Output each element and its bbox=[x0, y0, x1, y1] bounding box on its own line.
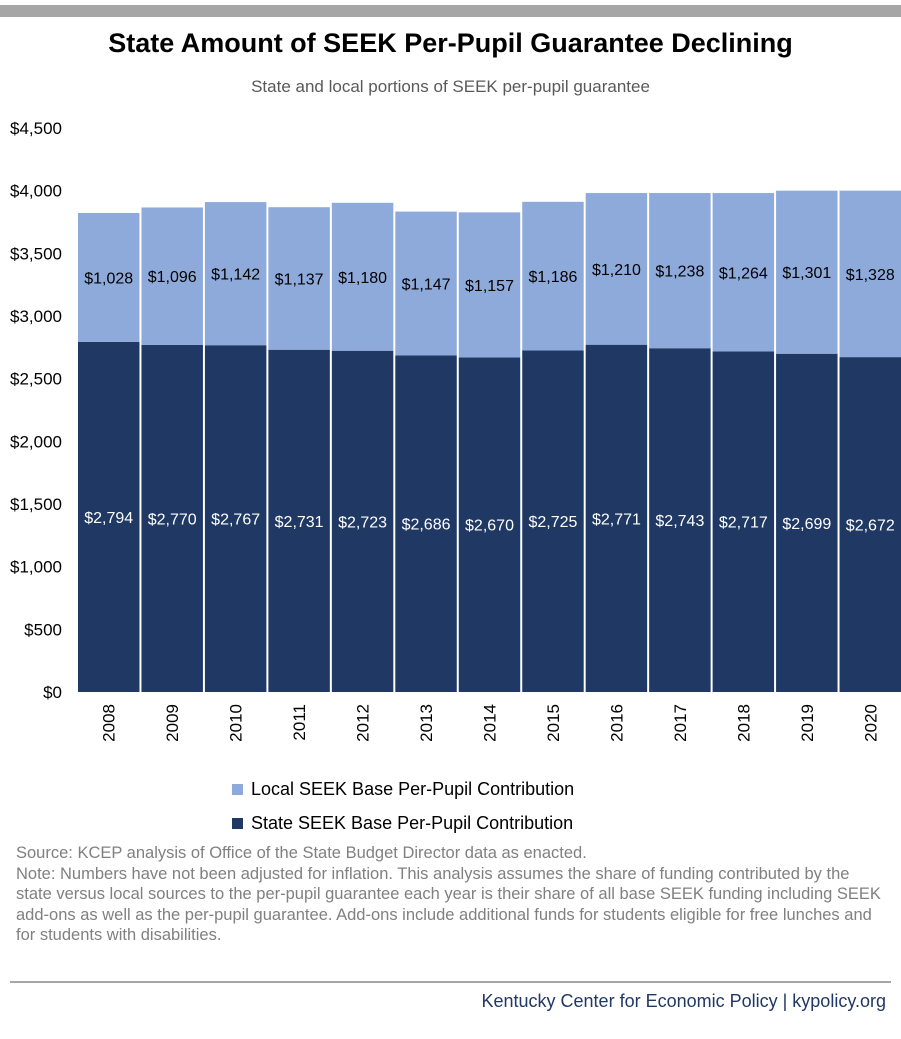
legend-label-local: Local SEEK Base Per-Pupil Contribution bbox=[251, 778, 575, 799]
data-label-local: $1,147 bbox=[402, 276, 451, 293]
y-tick-label: $1,500 bbox=[10, 495, 62, 514]
bar-local bbox=[585, 193, 648, 345]
legend-label-state: State SEEK Base Per-Pupil Contribution bbox=[251, 812, 574, 833]
legend-item-state: State SEEK Base Per-Pupil Contribution bbox=[232, 806, 574, 840]
data-label-state: $2,672 bbox=[846, 518, 895, 535]
bar-local bbox=[395, 211, 457, 356]
y-tick-label: $4,500 bbox=[10, 119, 62, 138]
data-label-local: $1,137 bbox=[275, 271, 324, 288]
data-label-local: $1,028 bbox=[84, 270, 133, 287]
bar-local bbox=[204, 202, 267, 346]
x-tick-label: 2014 bbox=[481, 704, 500, 742]
bar-local bbox=[141, 207, 203, 345]
bar-state bbox=[141, 344, 203, 692]
bar-local bbox=[268, 207, 330, 350]
x-tick-label: 2009 bbox=[163, 704, 182, 742]
data-label-local: $1,186 bbox=[528, 269, 577, 286]
bar-state bbox=[458, 357, 521, 692]
data-label-state: $2,725 bbox=[528, 514, 577, 531]
data-label-local: $1,238 bbox=[655, 264, 704, 281]
bar-local bbox=[776, 190, 838, 354]
legend-swatch-state bbox=[232, 817, 243, 829]
y-tick-label: $0 bbox=[43, 683, 62, 702]
bar-local bbox=[331, 202, 394, 351]
bar-state bbox=[839, 357, 901, 692]
stacked-bar-chart: $0 $500 $1,000 $1,500 $2,000 $2,500 $3,000 $3,5… bbox=[10, 119, 901, 742]
data-label-state: $2,743 bbox=[655, 513, 704, 530]
bar-state bbox=[78, 341, 140, 692]
data-label-state: $2,770 bbox=[148, 511, 197, 528]
bar-local bbox=[649, 193, 711, 349]
y-tick-label: $3,500 bbox=[10, 244, 62, 263]
x-tick-label: 2016 bbox=[607, 704, 626, 742]
bar-state bbox=[268, 349, 330, 692]
data-label-state: $2,699 bbox=[782, 516, 831, 533]
bar-local bbox=[522, 201, 584, 351]
bottom-rule bbox=[10, 981, 891, 983]
legend: Local SEEK Base Per-Pupil Contribution S… bbox=[232, 772, 574, 840]
data-label-local: $1,301 bbox=[782, 265, 831, 282]
bar-state bbox=[585, 344, 648, 692]
data-label-state: $2,717 bbox=[719, 515, 768, 532]
top-rule bbox=[0, 5, 901, 17]
bar-state bbox=[395, 355, 457, 692]
x-tick-label: 2019 bbox=[798, 704, 817, 742]
x-tick-label: 2010 bbox=[227, 704, 246, 742]
x-tick-label: 2020 bbox=[861, 704, 880, 742]
x-tick-label: 2013 bbox=[417, 704, 436, 742]
data-label-local: $1,096 bbox=[148, 269, 197, 286]
data-label-local: $1,328 bbox=[846, 267, 895, 284]
source-text: Source: KCEP analysis of Office of the S… bbox=[16, 844, 587, 862]
y-tick-label: $3,000 bbox=[10, 307, 62, 326]
y-tick-label: $1,000 bbox=[10, 558, 62, 577]
data-label-state: $2,731 bbox=[275, 514, 324, 531]
chart-title: State Amount of SEEK Per-Pupil Guarantee… bbox=[108, 28, 793, 58]
data-label-state: $2,723 bbox=[338, 514, 387, 531]
x-tick-label: 2011 bbox=[290, 704, 309, 741]
data-label-local: $1,157 bbox=[465, 278, 514, 295]
x-tick-label: 2008 bbox=[100, 704, 119, 742]
bar-state bbox=[649, 348, 711, 692]
bar-state bbox=[522, 350, 584, 692]
note-text: Note: Numbers have not been adjusted for… bbox=[16, 864, 881, 945]
y-tick-label: $4,000 bbox=[10, 182, 62, 201]
bar-local bbox=[78, 212, 140, 342]
data-label-local: $1,180 bbox=[338, 270, 387, 287]
bar-state bbox=[204, 345, 267, 692]
bar-local bbox=[839, 190, 901, 358]
bar-local bbox=[712, 193, 775, 352]
y-tick-label: $2,000 bbox=[10, 432, 62, 451]
data-label-local: $1,210 bbox=[592, 262, 641, 279]
chart-subtitle: State and local portions of SEEK per-pup… bbox=[251, 77, 650, 96]
x-tick-label: 2018 bbox=[734, 704, 753, 742]
bar-state bbox=[331, 350, 394, 692]
data-label-local: $1,142 bbox=[211, 267, 260, 284]
bar-state bbox=[776, 353, 838, 692]
legend-item-local: Local SEEK Base Per-Pupil Contribution bbox=[232, 772, 574, 806]
legend-swatch-local bbox=[232, 783, 243, 795]
data-label-state: $2,771 bbox=[592, 511, 641, 528]
x-tick-label: 2015 bbox=[544, 704, 563, 742]
source-note: Source: KCEP analysis of Office of the S… bbox=[16, 843, 886, 946]
x-tick-label: 2012 bbox=[354, 704, 373, 742]
y-tick-label: $500 bbox=[24, 620, 62, 639]
data-label-state: $2,686 bbox=[402, 517, 451, 534]
footer-credit: Kentucky Center for Economic Policy | ky… bbox=[481, 991, 887, 1011]
bar-state bbox=[712, 351, 775, 692]
x-tick-label: 2017 bbox=[671, 704, 690, 742]
data-label-local: $1,264 bbox=[719, 265, 768, 282]
bar-local bbox=[458, 212, 521, 358]
data-label-state: $2,767 bbox=[211, 512, 260, 529]
data-label-state: $2,794 bbox=[84, 510, 133, 527]
data-label-state: $2,670 bbox=[465, 518, 514, 535]
y-tick-label: $2,500 bbox=[10, 370, 62, 389]
